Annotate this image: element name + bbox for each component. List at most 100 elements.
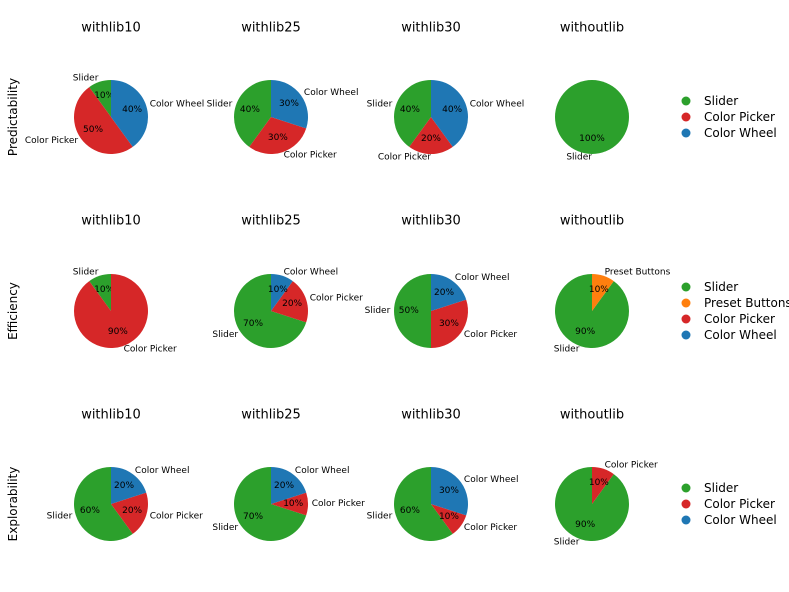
row-label-efficiency: Efficiency bbox=[6, 282, 20, 340]
pie-title: withlib30 bbox=[401, 21, 461, 36]
pie-category-label: Slider bbox=[73, 267, 99, 277]
legend-label-color-wheel: Color Wheel bbox=[704, 126, 777, 140]
pie-percent-label: 40% bbox=[400, 105, 420, 115]
pie-title: withlib10 bbox=[81, 408, 141, 423]
pie-title: withlib30 bbox=[401, 408, 461, 423]
pie-slice-color-picker bbox=[249, 117, 307, 154]
pie-percent-label: 30% bbox=[268, 133, 288, 143]
pie-slice-color-picker bbox=[409, 117, 453, 155]
pie-slice-slider bbox=[394, 467, 453, 542]
pie-category-label: Color Picker bbox=[150, 512, 203, 522]
pie-category-label: Color Wheel bbox=[135, 466, 190, 476]
pie-category-label: Color Wheel bbox=[304, 88, 359, 98]
pie-predictability-withlib10: withlib10 10% Slider 50% Color Picker 40% Colo… bbox=[25, 21, 205, 154]
pie-slice-color-wheel bbox=[271, 274, 293, 311]
pie-percent-label: 10% bbox=[589, 478, 609, 488]
pie-explorability-withoutlib: withoutlib 90% Slider 10% Color Picker bbox=[554, 408, 658, 548]
pie-title: withoutlib bbox=[560, 214, 624, 229]
pie-percent-label: 70% bbox=[243, 319, 263, 329]
pie-efficiency-withlib25: withlib25 70% Slider 20% Color Picker 10% Colo… bbox=[212, 214, 363, 348]
pie-title: withoutlib bbox=[560, 408, 624, 423]
row-label-explorability: Explorability bbox=[6, 467, 20, 542]
pie-percent-label: 20% bbox=[421, 134, 441, 144]
legend-label-color-picker: Color Picker bbox=[704, 110, 775, 124]
pie-percent-label: 40% bbox=[122, 105, 142, 115]
pie-percent-label: 90% bbox=[575, 327, 595, 337]
pie-efficiency-withlib10: withlib10 10% Slider 90% Color Picker bbox=[73, 214, 177, 355]
pie-percent-label: 10% bbox=[94, 91, 114, 101]
pie-category-label: Color Picker bbox=[25, 136, 78, 146]
pie-slice-slider bbox=[89, 274, 111, 311]
pie-percent-label: 100% bbox=[579, 134, 605, 144]
legend-marker-color-wheel bbox=[681, 330, 691, 340]
pie-category-label: Slider bbox=[73, 73, 99, 83]
legend-marker-slider bbox=[681, 483, 691, 493]
pie-slice-color-wheel bbox=[431, 274, 467, 311]
pie-slice-slider bbox=[555, 467, 629, 542]
pie-percent-label: 20% bbox=[274, 481, 294, 491]
pie-title: withlib25 bbox=[241, 214, 301, 229]
pie-title: withlib25 bbox=[241, 21, 301, 36]
pie-percent-label: 60% bbox=[400, 506, 420, 516]
pie-slice-color-wheel bbox=[111, 80, 148, 147]
pie-percent-label: 20% bbox=[122, 506, 142, 516]
pie-slice-preset-buttons bbox=[592, 274, 614, 311]
legend-marker-slider bbox=[681, 96, 691, 106]
pie-category-label: Slider bbox=[367, 99, 393, 109]
pie-slice-slider bbox=[74, 467, 133, 542]
legend-label-slider: Slider bbox=[704, 481, 738, 495]
pie-category-label: Color Picker bbox=[124, 345, 177, 355]
pie-percent-label: 50% bbox=[83, 125, 103, 135]
pie-slice-slider bbox=[234, 80, 271, 147]
pie-percent-label: 70% bbox=[243, 512, 263, 522]
legend-marker-color-picker bbox=[681, 112, 691, 122]
pie-efficiency-withlib30: withlib30 50% Slider 30% Color Picker 20%Colo… bbox=[365, 214, 517, 348]
pie-percent-label: 20% bbox=[114, 481, 134, 491]
pie-category-label: Slider bbox=[212, 523, 238, 533]
pie-predictability-withlib30: withlib30 40% Slider 20% Color Picker 40% Colo… bbox=[367, 21, 525, 163]
pie-category-label: Color Wheel bbox=[455, 273, 510, 283]
pie-percent-label: 10% bbox=[589, 285, 609, 295]
pie-title: withlib10 bbox=[81, 21, 141, 36]
pie-explorability-withlib25: withlib25 70% Slider 10% Color Picker 20%Colo… bbox=[212, 408, 365, 541]
pie-slice-color-picker bbox=[111, 492, 148, 534]
pie-category-label: Slider bbox=[566, 153, 592, 163]
pie-category-label: Color Picker bbox=[464, 523, 517, 533]
pie-slice-color-picker bbox=[431, 299, 468, 348]
pie-explorability-withlib30: withlib30 60% Slider 10% Color Picker 30% Colo… bbox=[367, 408, 519, 542]
pie-slice-color-picker bbox=[431, 504, 467, 534]
pie-percent-label: 40% bbox=[240, 105, 260, 115]
pie-percent-label: 30% bbox=[439, 486, 459, 496]
pie-percent-label: 30% bbox=[439, 319, 459, 329]
pie-title: withoutlib bbox=[560, 21, 624, 36]
pie-category-label: Color Wheel bbox=[150, 99, 205, 109]
pie-percent-label: 40% bbox=[442, 105, 462, 115]
pie-category-label: Preset Buttons bbox=[605, 267, 671, 277]
pie-category-label: Color Picker bbox=[464, 330, 517, 340]
pie-slice-color-picker bbox=[74, 274, 149, 349]
pie-category-label: Slider bbox=[367, 512, 393, 522]
pie-slice-color-wheel bbox=[271, 80, 309, 129]
pie-percent-label: 60% bbox=[80, 506, 100, 516]
pie-slice-color-wheel bbox=[431, 80, 468, 147]
pie-slice-slider bbox=[234, 467, 307, 541]
pie-percent-label: 90% bbox=[108, 327, 128, 337]
pie-percent-label: 20% bbox=[282, 299, 302, 309]
pie-slice-color-picker bbox=[74, 87, 133, 154]
pie-category-label: Color Picker bbox=[605, 460, 658, 470]
pie-slice-slider bbox=[394, 80, 431, 147]
pie-percent-label: 30% bbox=[279, 99, 299, 109]
pie-category-label: Color Wheel bbox=[470, 99, 525, 109]
pie-category-label: Color Wheel bbox=[284, 267, 339, 277]
pie-percent-label: 10% bbox=[283, 499, 303, 509]
pie-percent-label: 50% bbox=[399, 306, 419, 316]
pie-category-label: Color Wheel bbox=[464, 475, 519, 485]
pie-slice-color-picker bbox=[271, 492, 308, 516]
pie-slice-slider bbox=[89, 80, 111, 117]
legend-label-preset-buttons: Preset Buttons bbox=[704, 296, 789, 310]
legend-marker-color-wheel bbox=[681, 515, 691, 525]
pie-percent-label: 20% bbox=[434, 288, 454, 298]
pie-category-label: Color Picker bbox=[312, 499, 365, 509]
